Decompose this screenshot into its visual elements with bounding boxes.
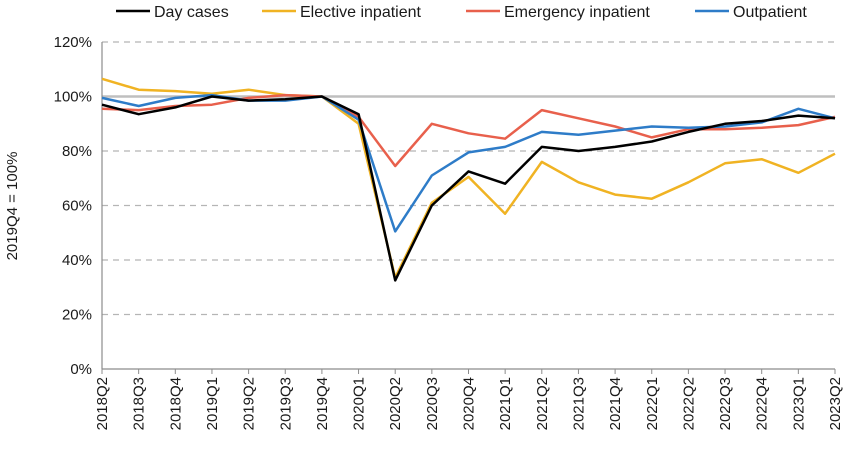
y-tick-label: 0%: [70, 361, 92, 378]
x-tick-label: 2022Q2: [680, 377, 697, 430]
x-tick-label: 2023Q2: [827, 377, 844, 430]
y-tick-label: 80%: [62, 143, 92, 160]
x-tick-label: 2021Q1: [497, 377, 514, 430]
legend: Day cases Elective inpatient Emergency inp…: [116, 4, 807, 21]
y-tick-label: 40%: [62, 252, 92, 269]
y-tick-label: 120%: [54, 34, 92, 51]
y-tick-label: 100%: [54, 89, 92, 106]
x-tick-label: 2022Q1: [644, 377, 661, 430]
x-tick-label: 2021Q3: [570, 377, 587, 430]
legend-label: Emergency inpatient: [504, 4, 650, 21]
x-tick-label: 2020Q1: [351, 377, 368, 430]
x-tick-label: 2021Q2: [534, 377, 551, 430]
x-tick-label: 2019Q3: [277, 377, 294, 430]
x-tick-label: 2023Q1: [790, 377, 807, 430]
x-tick-label: 2018Q3: [131, 377, 148, 430]
x-tick-label: 2022Q3: [717, 377, 734, 430]
series-line-day-cases: [101, 95, 836, 282]
y-tick-label: 20%: [62, 307, 92, 324]
x-tick-label: 2022Q4: [754, 377, 771, 430]
gridlines: [102, 41, 835, 316]
x-tick-label: 2018Q4: [167, 377, 184, 430]
x-tick-label: 2018Q2: [94, 377, 111, 430]
axes: [101, 42, 836, 374]
x-tick-label: 2019Q4: [314, 377, 331, 430]
x-tick-label: 2020Q2: [387, 377, 404, 430]
x-tick-label: 2020Q3: [424, 377, 441, 430]
x-tick-labels: 2018Q2 2018Q3 2018Q4 2019Q1 2019Q2 2019Q3 2019…: [94, 377, 844, 430]
legend-label: Outpatient: [733, 4, 807, 21]
x-tick-label: 2020Q4: [461, 377, 478, 430]
legend-label: Elective inpatient: [300, 4, 422, 21]
series-lines: [101, 77, 836, 282]
legend-label: Day cases: [154, 4, 229, 21]
y-tick-labels: 0% 20% 40% 60% 80% 100% 120%: [54, 34, 92, 378]
y-axis-label: 2019Q4 = 100%: [4, 152, 21, 261]
x-tick-label: 2019Q1: [204, 377, 221, 430]
series-line-elective-inpatient: [101, 77, 836, 279]
x-tick-label: 2019Q2: [241, 377, 258, 430]
series-line-emergency-inpatient: [101, 93, 836, 168]
y-tick-label: 60%: [62, 198, 92, 215]
x-tick-label: 2021Q4: [607, 377, 624, 430]
